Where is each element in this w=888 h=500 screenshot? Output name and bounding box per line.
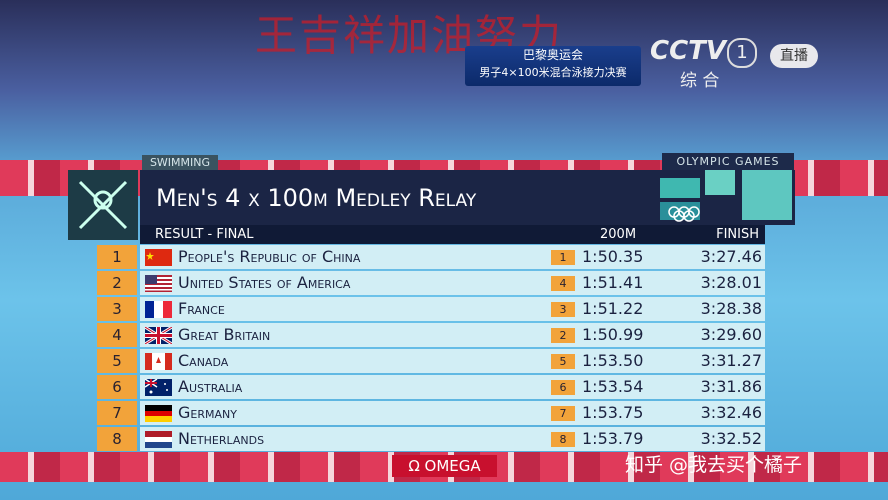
finish-time: 3:28.38 bbox=[700, 299, 762, 318]
flag-art bbox=[145, 431, 172, 448]
credit: 知乎 @我去买个橘子 bbox=[625, 454, 803, 476]
title: Men's 4 x 100m Medley Relay bbox=[156, 184, 477, 212]
row-body: Germany 7 1:53.75 3:32.46 bbox=[140, 401, 765, 425]
flag bbox=[144, 325, 173, 346]
channel-name: 综 合 bbox=[680, 71, 720, 91]
country: United States of America bbox=[178, 273, 351, 292]
flag-art bbox=[145, 249, 172, 266]
table-header: RESULT - FINAL 200M FINISH bbox=[140, 225, 765, 244]
row-body: Australia 6 1:53.54 3:31.86 bbox=[140, 375, 765, 399]
flag bbox=[145, 353, 172, 370]
split-time: 1:53.75 bbox=[582, 403, 644, 422]
split-rank: 6 bbox=[551, 380, 575, 395]
finish-time: 3:27.46 bbox=[700, 247, 762, 266]
split-time: 1:53.54 bbox=[582, 377, 644, 396]
flag bbox=[145, 275, 172, 292]
icon-art bbox=[78, 180, 128, 230]
event-subtitle: 男子4×100米混合泳接力决赛 bbox=[479, 66, 627, 79]
row-body: Netherlands 8 1:53.79 3:32.52 bbox=[140, 427, 765, 451]
split-time: 1:53.79 bbox=[582, 429, 644, 448]
rank: 3 bbox=[97, 297, 137, 321]
split-time: 1:53.50 bbox=[582, 351, 644, 370]
flag bbox=[144, 378, 172, 396]
split-rank: 8 bbox=[551, 432, 575, 447]
finish-time: 3:31.27 bbox=[700, 351, 762, 370]
flag-art bbox=[145, 353, 172, 370]
row-body: Canada 5 1:53.50 3:31.27 bbox=[140, 349, 765, 373]
row-body: People's Republic of China 1 1:50.35 3:27.4… bbox=[140, 245, 765, 269]
country: Germany bbox=[178, 403, 237, 422]
flag-art bbox=[144, 378, 172, 396]
column-label: FINISH bbox=[716, 227, 759, 242]
split-rank: 4 bbox=[551, 276, 575, 291]
games-tab: OLYMPIC GAMES bbox=[662, 153, 794, 170]
split-time: 1:50.35 bbox=[582, 247, 644, 266]
finish-time: 3:31.86 bbox=[700, 377, 762, 396]
title-bar: Men's 4 x 100m Medley Relay bbox=[140, 170, 660, 225]
flag bbox=[145, 431, 172, 448]
split-time: 1:50.99 bbox=[582, 325, 644, 344]
split-rank: 5 bbox=[551, 354, 575, 369]
finish-time: 3:32.46 bbox=[700, 403, 762, 422]
split-time: 1:51.22 bbox=[582, 299, 644, 318]
result-row: 7 Germany 7 1:53.75 3:32.46 bbox=[97, 401, 765, 425]
graphic-art bbox=[660, 170, 792, 222]
row-body: United States of America 4 1:51.41 3:28.01 bbox=[140, 271, 765, 295]
rank: 6 bbox=[97, 375, 137, 399]
finish-time: 3:29.60 bbox=[700, 325, 762, 344]
finish-time: 3:32.52 bbox=[700, 429, 762, 448]
rank: 4 bbox=[97, 323, 137, 347]
country: Australia bbox=[178, 377, 243, 396]
split-rank: 7 bbox=[551, 406, 575, 421]
rank: 1 bbox=[97, 245, 137, 269]
flag bbox=[145, 249, 172, 266]
flag-art bbox=[145, 275, 172, 292]
split-time: 1:51.41 bbox=[582, 273, 644, 292]
country: Great Britain bbox=[178, 325, 271, 344]
split-rank: 1 bbox=[551, 250, 575, 265]
row-body: France 3 1:51.22 3:28.38 bbox=[140, 297, 765, 321]
rank: 7 bbox=[97, 401, 137, 425]
olympic-graphic bbox=[660, 170, 795, 225]
sport-tab: SWIMMING bbox=[142, 155, 218, 171]
flag-art bbox=[144, 325, 173, 346]
result-row: 3 France 3 1:51.22 3:28.38 bbox=[97, 297, 765, 321]
split-rank: 2 bbox=[551, 328, 575, 343]
event-banner: 巴黎奥运会 男子4×100米混合泳接力决赛 bbox=[465, 46, 641, 86]
event-name: 巴黎奥运会 bbox=[522, 48, 583, 62]
flag-art bbox=[145, 301, 172, 318]
result-row: 1 People's Republic of China 1 1:50.35 3:27.… bbox=[97, 245, 765, 269]
column-label: 200M bbox=[600, 227, 637, 242]
country: Netherlands bbox=[178, 429, 265, 448]
sponsor: Ω OMEGA bbox=[392, 455, 497, 477]
result-row: 2 United States of America 4 1:51.41 3:28.01 bbox=[97, 271, 765, 295]
sport-icon bbox=[68, 170, 138, 240]
country: Canada bbox=[178, 351, 229, 370]
channel-logo: CCTV bbox=[650, 36, 727, 66]
result-row: 6 Australia 6 1:53.54 3:31.86 bbox=[97, 375, 765, 399]
result-row: 8 Netherlands 8 1:53.79 3:32.52 bbox=[97, 427, 765, 451]
flag bbox=[145, 405, 172, 422]
finish-time: 3:28.01 bbox=[700, 273, 762, 292]
split-rank: 3 bbox=[551, 302, 575, 317]
rank: 2 bbox=[97, 271, 137, 295]
rank: 5 bbox=[97, 349, 137, 373]
rank: 8 bbox=[97, 427, 137, 451]
result-row: 4 Great Britain 2 1:50.99 3:29.60 bbox=[97, 323, 765, 347]
country: France bbox=[178, 299, 225, 318]
flag-art bbox=[145, 405, 172, 422]
flag bbox=[145, 301, 172, 318]
live-badge: 直播 bbox=[770, 44, 818, 68]
row-body: Great Britain 2 1:50.99 3:29.60 bbox=[140, 323, 765, 347]
column-label: RESULT - FINAL bbox=[155, 227, 254, 242]
channel-number: 1 bbox=[727, 38, 757, 68]
result-row: 5 Canada 5 1:53.50 3:31.27 bbox=[97, 349, 765, 373]
country: People's Republic of China bbox=[178, 247, 361, 266]
